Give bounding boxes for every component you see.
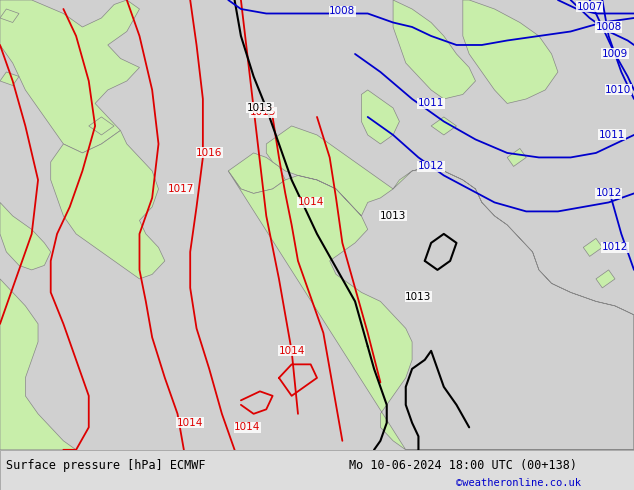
Text: 1013: 1013 [380,211,406,221]
Text: 1016: 1016 [196,148,223,158]
Polygon shape [596,270,615,288]
Text: 1012: 1012 [602,243,628,252]
Polygon shape [507,148,526,167]
Polygon shape [463,0,558,103]
Text: 1011: 1011 [418,98,444,108]
Text: 1010: 1010 [605,85,631,95]
Text: 1014: 1014 [278,346,305,356]
Text: ©weatheronline.co.uk: ©weatheronline.co.uk [456,478,581,488]
Polygon shape [393,0,476,99]
Text: Surface pressure [hPa] ECMWF: Surface pressure [hPa] ECMWF [6,459,206,471]
Text: Mo 10-06-2024 18:00 UTC (00+138): Mo 10-06-2024 18:00 UTC (00+138) [349,459,577,471]
Text: 1008: 1008 [595,22,622,32]
Polygon shape [89,117,114,135]
Text: 1013: 1013 [405,292,432,302]
Polygon shape [431,117,456,135]
Text: 1014: 1014 [297,197,324,207]
Polygon shape [228,153,285,194]
Polygon shape [51,130,165,279]
Polygon shape [228,126,634,450]
Text: 1014: 1014 [177,418,204,428]
Text: 1007: 1007 [576,2,603,12]
Text: 1015: 1015 [250,107,276,118]
Text: 1014: 1014 [234,422,261,432]
Text: 1011: 1011 [598,130,625,140]
Text: 1012: 1012 [595,189,622,198]
Text: 1008: 1008 [329,6,356,16]
Polygon shape [583,239,602,256]
Text: 1017: 1017 [167,184,194,194]
Polygon shape [0,0,139,153]
Polygon shape [0,9,19,23]
Polygon shape [0,72,19,85]
Text: 1013: 1013 [247,103,273,113]
Polygon shape [0,202,51,270]
Polygon shape [361,90,399,144]
Polygon shape [0,279,76,450]
Text: 1012: 1012 [418,161,444,172]
Text: 1009: 1009 [602,49,628,59]
